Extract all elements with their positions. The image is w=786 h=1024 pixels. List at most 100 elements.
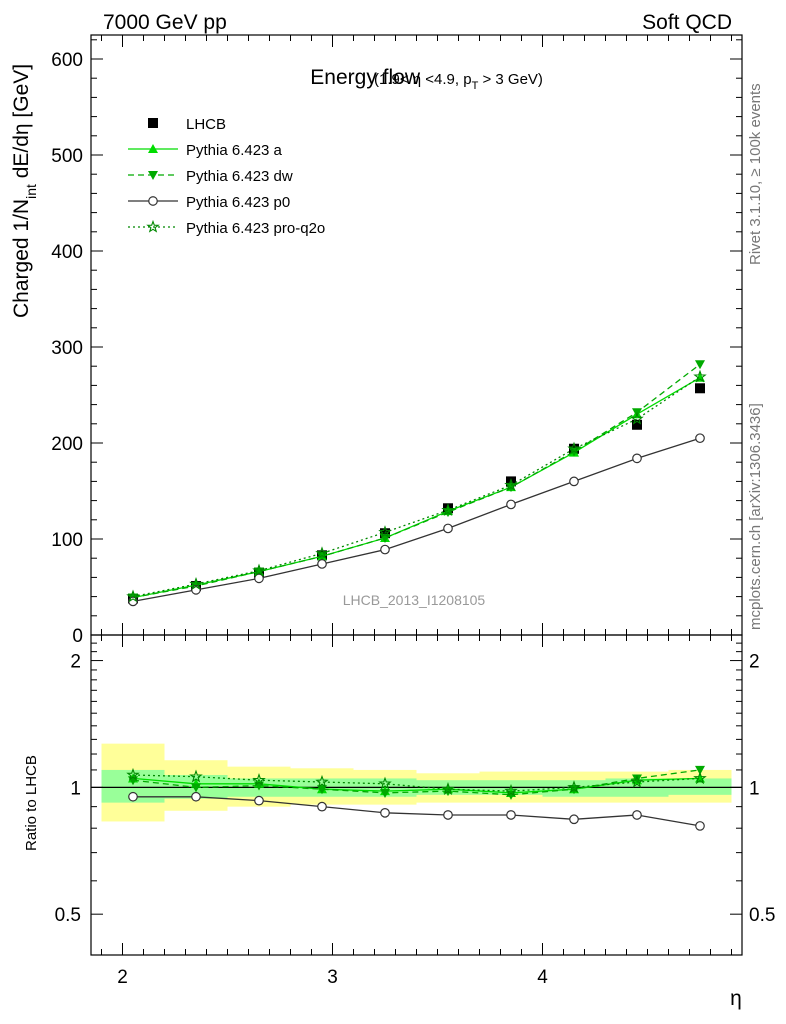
ratio-point-pythia-6-423-p0-1	[191, 791, 201, 802]
ratio-panel: 0.5 0.5 1 1 2 2 2 3 4 Ratio to LHCB η	[23, 634, 775, 1010]
main-point-pythia-6-423-p0-4	[380, 544, 390, 555]
legend-label-pythia-pro-q2o: Pythia 6.423 pro-q2o	[186, 220, 325, 237]
main-line-pythia-6-423-a	[132, 377, 701, 599]
ratio-point-pythia-6-423-pro-q2o-3	[315, 774, 329, 788]
main-line-pythia-6-423-dw	[132, 363, 701, 599]
ratio-y-axis-label: Ratio to LHCB	[23, 755, 40, 851]
x-tick-label: 2	[117, 967, 128, 988]
main-point-pythia-6-423-pro-q2o-2	[252, 563, 266, 577]
main-y-tick-label: 400	[51, 242, 83, 263]
ratio-point-pythia-6-423-pro-q2o-5	[441, 782, 455, 796]
ratio-point-pythia-6-423-p0-2	[254, 795, 264, 806]
main-panel: 0 100 200 300 400 500 600 Energy flow (1.9< η …	[10, 34, 743, 647]
ratio-point-pythia-6-423-p0-0	[128, 791, 138, 802]
main-line-pythia-6-423-p0	[132, 437, 701, 603]
ratio-point-pythia-6-423-dw-1	[191, 783, 201, 793]
main-point-pythia-6-423-pro-q2o-0	[126, 589, 140, 603]
ratio-point-pythia-6-423-dw-3	[317, 785, 327, 795]
ratio-y-tick-label-right: 1	[749, 778, 760, 799]
ratio-line-pythia-6-423-a	[132, 777, 701, 794]
legend-label-pythia-dw: Pythia 6.423 dw	[186, 168, 293, 185]
legend-marker-pythia-6-423-dw	[148, 171, 158, 180]
main-line-pythia-6-423-pro-q2o	[132, 376, 701, 598]
ratio-point-pythia-6-423-pro-q2o-9	[693, 771, 707, 785]
legend-label-pythia-p0: Pythia 6.423 p0	[186, 194, 290, 211]
ratio-point-pythia-6-423-p0-4	[380, 807, 390, 818]
ratio-point-pythia-6-423-pro-q2o-0	[126, 767, 140, 781]
ratio-y-tick-label: 0.5	[55, 905, 81, 926]
legend: LHCB Pythia 6.423 a Pythia 6.423 dw Pyth…	[128, 116, 325, 237]
main-y-tick-label: 500	[51, 146, 83, 167]
ratio-point-pythia-6-423-p0-5	[443, 810, 453, 820]
ratio-band-green	[668, 778, 732, 795]
main-point-lhcb-8	[632, 419, 642, 430]
header-right: Soft QCD	[642, 11, 732, 34]
analysis-watermark: LHCB_2013_I1208105	[343, 592, 486, 608]
main-point-pythia-6-423-p0-8	[632, 453, 642, 464]
main-point-pythia-6-423-p0-3	[317, 559, 327, 569]
ratio-line-pythia-6-423-dw	[132, 769, 701, 796]
mcplots-label: mcplots.cern.ch [arXiv:1306.3436]	[747, 403, 764, 630]
ratio-point-pythia-6-423-dw-4	[380, 788, 390, 798]
ratio-point-pythia-6-423-p0-6	[506, 810, 516, 820]
main-point-pythia-6-423-pro-q2o-4	[378, 525, 392, 539]
ratio-axes: 0.5 0.5 1 1 2 2 2 3 4	[55, 635, 775, 988]
ratio-point-pythia-6-423-pro-q2o-6	[504, 783, 518, 797]
main-y-tick-label: 300	[51, 338, 83, 359]
rivet-label: Rivet 3.1.10, ≥ 100k events	[747, 83, 764, 265]
main-point-pythia-6-423-pro-q2o-8	[630, 411, 644, 425]
main-y-tick-label: 600	[51, 50, 83, 71]
x-tick-label: 4	[537, 967, 548, 988]
ratio-point-pythia-6-423-pro-q2o-7	[567, 780, 581, 794]
legend-marker-pythia-6-423-p0	[148, 196, 158, 206]
main-axes: 0 100 200 300 400 500 600	[51, 35, 742, 647]
main-y-tick-label: 200	[51, 434, 83, 455]
ratio-point-pythia-6-423-p0-8	[632, 810, 642, 820]
ratio-point-pythia-6-423-p0-3	[317, 801, 327, 812]
ratio-point-pythia-6-423-pro-q2o-4	[378, 776, 392, 790]
ratio-y-tick-label: 1	[70, 778, 81, 799]
legend-label-pythia-a: Pythia 6.423 a	[186, 142, 283, 159]
main-y-tick-label: 100	[51, 530, 83, 551]
legend-marker-pythia-6-423-pro-q2o	[146, 219, 160, 233]
x-axis-label: η	[730, 987, 742, 1010]
legend-symbols	[128, 118, 178, 233]
ratio-point-pythia-6-423-pro-q2o-8	[630, 774, 644, 788]
ratio-point-pythia-6-423-dw-9	[695, 765, 705, 775]
main-y-tick-label: 0	[72, 626, 83, 647]
ratio-point-pythia-6-423-p0-9	[695, 821, 705, 831]
header-left: 7000 GeV pp	[103, 11, 227, 34]
legend-marker-lhcb	[148, 118, 158, 128]
main-point-pythia-6-423-pro-q2o-5	[441, 503, 455, 516]
main-point-pythia-6-423-p0-7	[569, 476, 579, 487]
legend-label-lhcb: LHCB	[186, 116, 226, 133]
ratio-point-pythia-6-423-p0-7	[569, 814, 579, 825]
chart-title-detail: (1.9< η <4.9, pT > 3 GeV)	[374, 71, 543, 92]
ratio-line-pythia-6-423-p0	[133, 796, 701, 827]
main-point-pythia-6-423-p0-6	[506, 499, 516, 510]
x-tick-label: 3	[327, 967, 338, 988]
ratio-y-tick-label-right: 0.5	[749, 905, 775, 926]
main-point-pythia-6-423-pro-q2o-1	[189, 576, 203, 590]
main-y-axis-label: Charged 1/Nint dE/dη [GeV]	[10, 64, 39, 318]
main-point-pythia-6-423-p0-5	[443, 523, 453, 534]
ratio-point-pythia-6-423-pro-q2o-2	[252, 773, 266, 786]
main-point-pythia-6-423-pro-q2o-3	[315, 546, 329, 560]
ratio-y-tick-label-right: 2	[749, 652, 760, 673]
chart-title: Energy flow	[310, 66, 421, 89]
legend-marker-pythia-6-423-a	[148, 144, 158, 153]
main-plot-marks	[126, 360, 707, 607]
main-point-pythia-6-423-p0-9	[695, 433, 705, 444]
ratio-plot-marks	[91, 743, 742, 831]
main-point-pythia-6-423-dw-9	[695, 360, 705, 370]
main-point-pythia-6-423-pro-q2o-6	[504, 478, 518, 492]
main-point-lhcb-9	[695, 383, 705, 394]
ratio-point-pythia-6-423-pro-q2o-1	[189, 769, 203, 783]
ratio-y-tick-label: 2	[70, 652, 81, 673]
main-point-pythia-6-423-pro-q2o-9	[693, 369, 707, 383]
ratio-point-pythia-6-423-dw-8	[632, 774, 642, 784]
main-point-pythia-6-423-p0-2	[254, 573, 264, 584]
main-point-pythia-6-423-pro-q2o-7	[567, 441, 581, 455]
main-point-lhcb-6	[506, 476, 516, 487]
